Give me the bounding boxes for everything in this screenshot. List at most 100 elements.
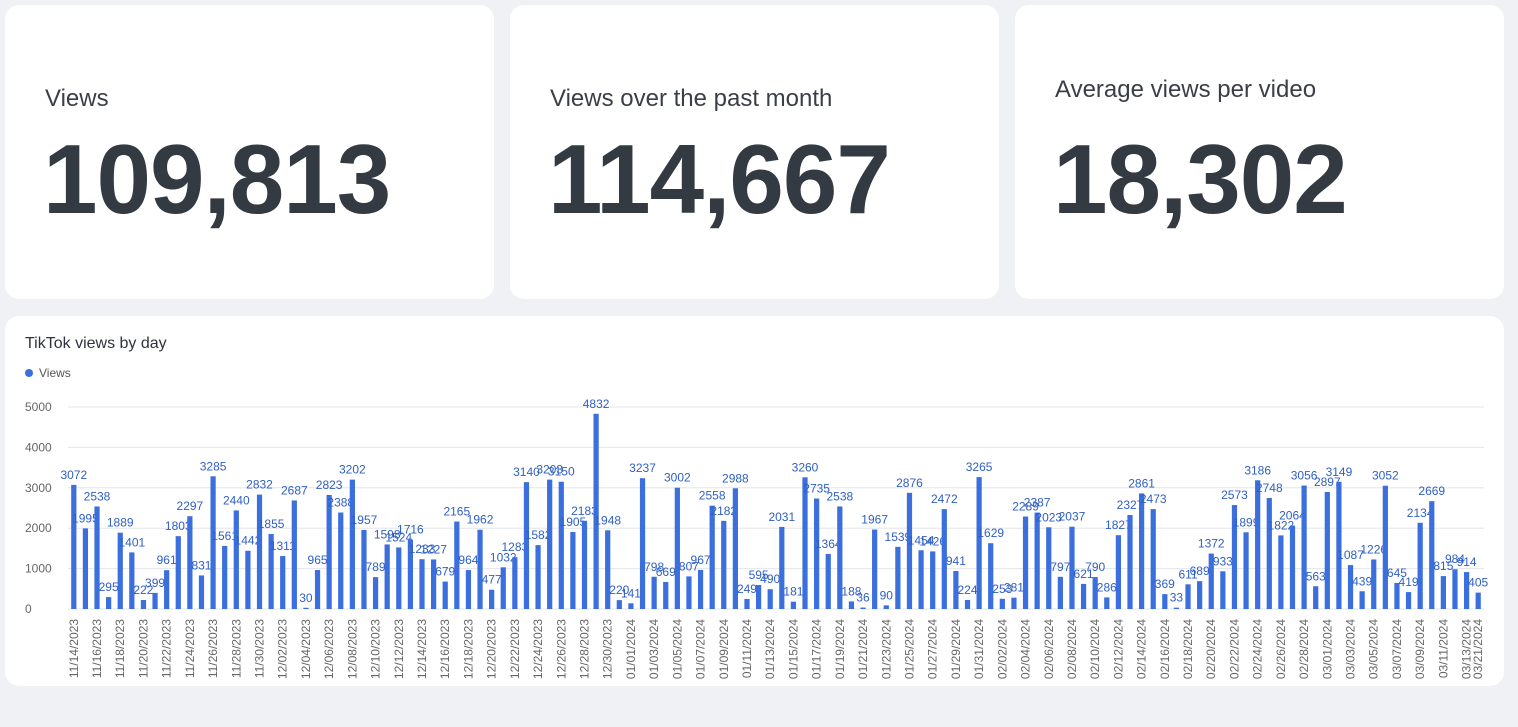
x-tick-label: 01/01/2024 <box>624 619 638 679</box>
bar <box>1220 571 1226 609</box>
data-label: 2473 <box>1140 492 1167 506</box>
bar <box>268 534 274 609</box>
x-tick-label: 01/25/2024 <box>902 619 916 679</box>
data-label: 1539 <box>885 530 912 544</box>
data-label: 1948 <box>594 513 621 527</box>
bar <box>523 482 530 609</box>
bar <box>465 570 472 609</box>
data-label: 405 <box>1468 576 1488 590</box>
bar <box>338 512 344 609</box>
data-label: 224 <box>957 583 977 597</box>
data-label: 1226 <box>1360 542 1387 556</box>
bar <box>489 589 495 609</box>
data-label: 1803 <box>165 519 192 533</box>
bar <box>384 544 390 609</box>
bar <box>198 575 205 609</box>
data-label: 1233 <box>409 542 436 556</box>
data-label: 3260 <box>792 460 819 474</box>
bar <box>175 536 181 609</box>
x-tick-label: 11/28/2023 <box>229 619 243 678</box>
bar <box>570 532 576 609</box>
data-label: 2297 <box>177 499 204 513</box>
bar <box>802 477 808 609</box>
data-label: 914 <box>1457 555 1477 569</box>
bar <box>930 551 936 609</box>
data-label: 790 <box>1085 560 1105 574</box>
bar <box>906 492 913 609</box>
data-label: 253 <box>992 582 1012 596</box>
data-label: 188 <box>841 584 861 598</box>
bar <box>918 550 924 609</box>
data-label: 281 <box>1004 581 1024 595</box>
x-tick-label: 12/30/2023 <box>601 619 615 679</box>
y-tick-label: 0 <box>25 602 32 616</box>
bar <box>1440 576 1446 609</box>
bar <box>1208 553 1214 609</box>
data-label: 2064 <box>1279 509 1306 523</box>
kpi-title: Views over the past month <box>550 85 833 112</box>
legend-dot-icon <box>25 369 33 377</box>
bar <box>222 545 228 609</box>
bar <box>1104 597 1110 609</box>
data-label: 141 <box>621 586 641 600</box>
data-label: 2472 <box>931 492 958 506</box>
data-label: 1995 <box>72 511 99 525</box>
kpi-value: 114,667 <box>548 124 891 234</box>
chart-legend[interactable]: Views <box>25 366 71 380</box>
x-tick-label: 12/26/2023 <box>554 619 568 679</box>
data-label: 220 <box>609 583 629 597</box>
bar <box>1115 535 1122 609</box>
x-tick-label: 03/01/2024 <box>1320 619 1334 679</box>
bar <box>547 479 553 609</box>
data-label: 797 <box>1050 560 1070 574</box>
x-tick-label: 12/14/2023 <box>415 619 429 679</box>
data-label: 3072 <box>60 468 87 482</box>
bar <box>303 607 309 609</box>
bar <box>721 520 727 609</box>
bar <box>988 543 994 609</box>
data-label: 1032 <box>490 550 517 564</box>
bar <box>1289 525 1296 609</box>
bar <box>372 577 379 609</box>
data-label: 1598 <box>374 527 401 541</box>
x-tick-label: 03/05/2024 <box>1367 619 1381 679</box>
data-label: 1454 <box>908 533 935 547</box>
y-tick-label: 3000 <box>25 481 52 495</box>
data-label: 2388 <box>327 496 354 510</box>
bar <box>1266 497 1272 609</box>
data-label: 4832 <box>583 397 610 411</box>
data-label: 1283 <box>502 540 529 554</box>
data-label: 1827 <box>1105 518 1132 532</box>
data-label: 2387 <box>1024 496 1051 510</box>
data-label: 3002 <box>664 471 691 485</box>
data-label: 1401 <box>118 535 145 549</box>
bar <box>1452 569 1458 609</box>
data-label: 33 <box>1170 591 1184 605</box>
bar <box>477 529 483 609</box>
x-tick-label: 12/10/2023 <box>369 619 383 679</box>
data-label: 1962 <box>467 513 494 527</box>
x-tick-label: 02/06/2024 <box>1042 619 1056 679</box>
data-label: 621 <box>1074 567 1094 581</box>
bar <box>976 477 982 609</box>
data-label: 1822 <box>1268 518 1295 532</box>
data-label: 964 <box>458 553 478 567</box>
x-tick-label: 02/14/2024 <box>1135 619 1149 679</box>
x-tick-label: 02/20/2024 <box>1204 619 1218 679</box>
data-label: 789 <box>366 560 386 574</box>
bar <box>1382 485 1388 609</box>
bar <box>1243 532 1249 609</box>
bar <box>361 529 367 609</box>
data-label: 286 <box>1097 580 1117 594</box>
x-tick-label: 11/22/2023 <box>160 619 174 678</box>
data-label: 2748 <box>1256 481 1283 495</box>
bar <box>1429 501 1435 609</box>
bar <box>1255 480 1261 609</box>
data-label: 369 <box>1155 577 1175 591</box>
bar <box>1324 491 1330 609</box>
x-tick-label: 01/15/2024 <box>786 619 800 679</box>
bar <box>814 498 820 609</box>
data-label: 3149 <box>1326 465 1353 479</box>
data-label: 965 <box>308 553 328 567</box>
x-tick-label: 02/24/2024 <box>1251 619 1265 679</box>
